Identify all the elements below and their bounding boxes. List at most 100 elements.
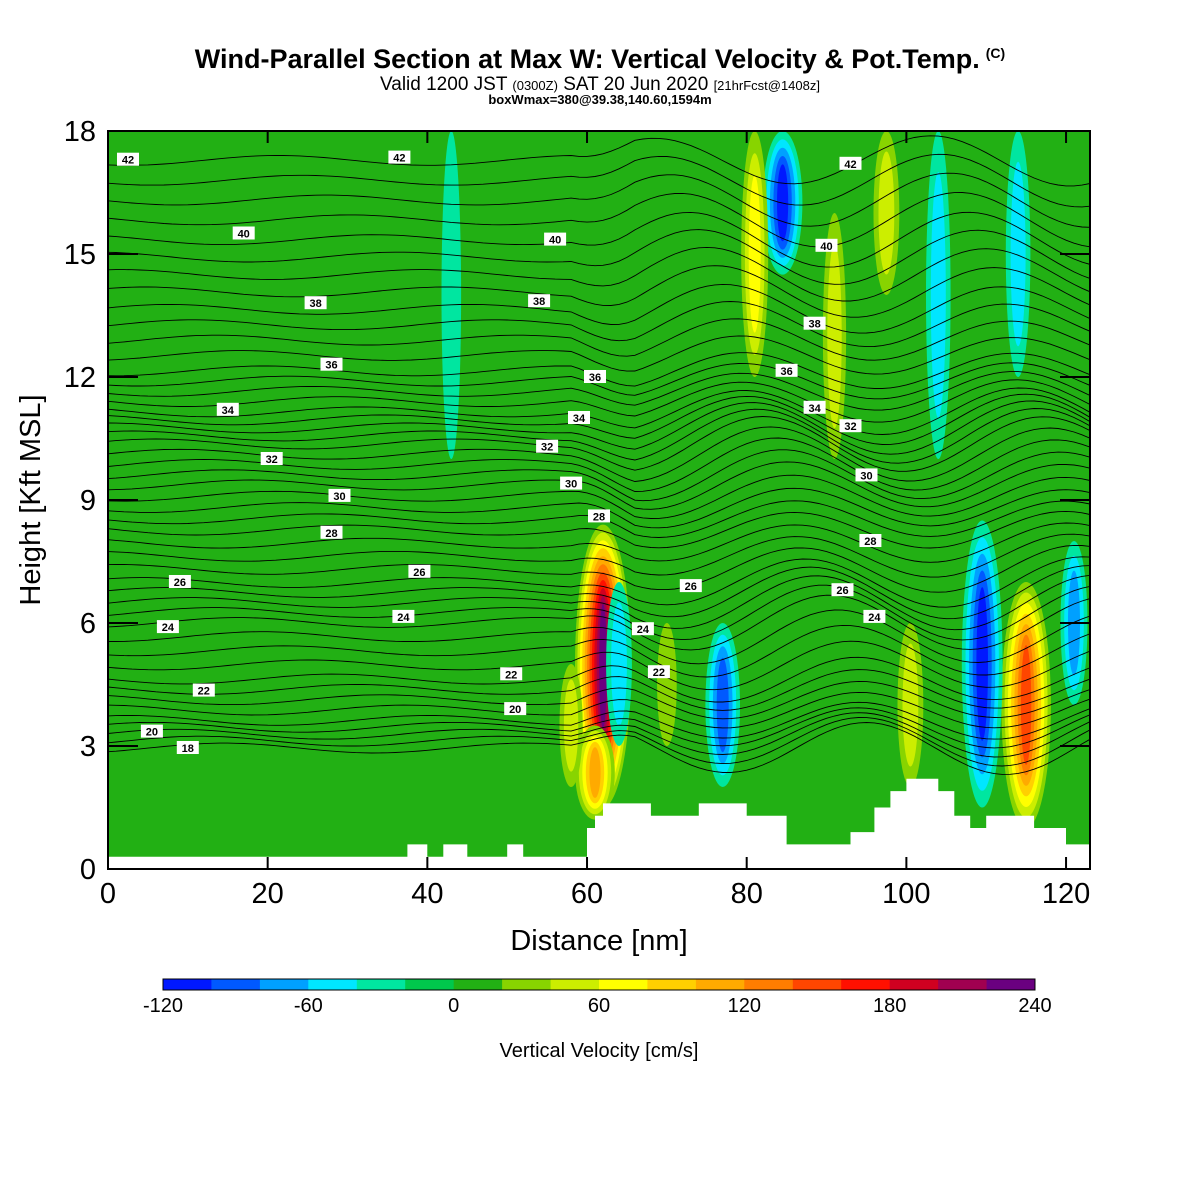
- theta-label: 28: [320, 525, 343, 540]
- theta-label-text: 20: [509, 704, 521, 716]
- theta-label-text: 28: [864, 536, 876, 548]
- theta-contour-line: [108, 722, 1090, 775]
- colorbar-swatch: [986, 979, 1036, 990]
- velocity-cell: [441, 131, 462, 459]
- theta-contour-line: [108, 335, 1090, 375]
- theta-label-text: 36: [589, 372, 601, 384]
- theta-label: 40: [544, 232, 567, 247]
- colorbar-label: Vertical Velocity [cm/s]: [500, 1040, 699, 1062]
- theta-contour-line: [108, 669, 1090, 711]
- theta-label: 24: [863, 609, 886, 624]
- theta-label: 26: [408, 564, 431, 579]
- theta-label: 38: [803, 316, 826, 331]
- colorbar-swatch: [599, 979, 648, 990]
- terrain-mask: [108, 778, 1090, 869]
- theta-label: 42: [839, 156, 862, 171]
- theta-label-text: 42: [122, 155, 134, 167]
- theta-contour-line: [108, 640, 1090, 691]
- velocity-cell: [1001, 582, 1051, 828]
- valid-utc: (0300Z): [512, 78, 558, 93]
- colorbar-tick-label: -120: [143, 995, 183, 1017]
- plot-area: 42 42 42 40 40 40 38 38 38 36 36 36 34 34 34 32 32 32 30 30…: [108, 131, 1090, 869]
- theta-label-text: 36: [325, 360, 337, 372]
- theta-contour-line: [108, 449, 1090, 502]
- velocity-cell: [606, 582, 632, 746]
- y-tick-label: 0: [80, 854, 96, 886]
- theta-label: 32: [536, 439, 559, 454]
- y-tick-label: 6: [80, 608, 96, 640]
- theta-label: 36: [584, 370, 606, 384]
- theta-contour-line: [108, 656, 1090, 703]
- theta-label-text: 34: [573, 413, 586, 425]
- theta-label: 34: [803, 400, 826, 415]
- valid-date: SAT 20 Jun 2020: [563, 74, 709, 95]
- theta-label: 40: [815, 238, 838, 253]
- theta-contour-line: [108, 556, 1090, 608]
- colorbar-tick-label: -60: [294, 995, 323, 1017]
- theta-contour-line: [108, 192, 1090, 248]
- theta-contour-line: [108, 510, 1090, 549]
- theta-contour-line: [108, 533, 1090, 578]
- theta-contour-line: [108, 609, 1090, 665]
- theta-label: 24: [392, 609, 415, 624]
- theta-label-text: 26: [685, 581, 697, 593]
- theta-label-text: 32: [541, 442, 553, 454]
- theta-contours: [108, 135, 1090, 775]
- theta-contour-line: [108, 701, 1090, 740]
- x-tick-label: 0: [100, 878, 116, 910]
- theta-contour-line: [108, 565, 1090, 620]
- theta-contour-line: [108, 172, 1090, 228]
- theta-contour-line: [108, 362, 1090, 400]
- theta-contour-line: [108, 229, 1090, 285]
- theta-label: 28: [859, 534, 882, 548]
- theta-label: 24: [631, 622, 654, 636]
- y-tick-label: 3: [80, 731, 96, 763]
- colorbar-tick-label: 180: [873, 995, 906, 1017]
- velocity-cell: [741, 131, 769, 377]
- colorbar-tick-label: 120: [728, 995, 761, 1017]
- colorbar-swatch: [647, 979, 697, 990]
- x-tick-label: 20: [252, 878, 284, 910]
- theta-label: 34: [216, 402, 239, 417]
- chart-subtitle: Valid 1200 JST (0300Z) SAT 20 Jun 2020 […: [0, 74, 1200, 96]
- theta-label: 24: [156, 620, 179, 634]
- theta-label-text: 38: [533, 296, 545, 308]
- theta-label-text: 28: [593, 511, 605, 523]
- theta-label: 28: [588, 509, 610, 523]
- theta-label-text: 24: [397, 612, 410, 624]
- x-tick-label: 80: [731, 878, 763, 910]
- colorbar-tick-label: 0: [448, 995, 459, 1017]
- theta-contour-line: [108, 691, 1090, 729]
- y-tick-label: 18: [64, 116, 96, 148]
- theta-label-text: 26: [836, 585, 848, 597]
- theta-label: 30: [855, 468, 878, 482]
- colorbar-swatch: [163, 979, 212, 990]
- colorbar-tick-label: 60: [588, 995, 610, 1017]
- box-info: boxWmax=380@39.38,140.60,1594m: [488, 92, 712, 107]
- x-tick-label: 120: [1042, 878, 1090, 910]
- theta-label-text: 32: [844, 421, 856, 433]
- theta-label: 26: [831, 583, 854, 597]
- colorbar-swatch: [744, 979, 794, 990]
- velocity-cell: [897, 623, 924, 787]
- copyright-mark: (C): [985, 45, 1006, 61]
- theta-label-text: 26: [174, 577, 186, 589]
- theta-label-text: 30: [860, 470, 872, 482]
- theta-contour-line: [108, 544, 1090, 593]
- x-tick-label: 100: [882, 878, 930, 910]
- colorbar-swatch: [259, 979, 309, 990]
- theta-contour-line: [108, 624, 1090, 678]
- theta-label-text: 32: [266, 454, 278, 466]
- x-axis-label: Distance [nm]: [510, 925, 687, 957]
- theta-label-text: 24: [162, 622, 175, 634]
- theta-label: 22: [192, 683, 215, 698]
- theta-contour-line: [108, 246, 1090, 302]
- valid-prefix: Valid 1200 JST: [380, 74, 508, 95]
- y-tick-label: 15: [64, 239, 96, 271]
- theta-contour-line: [108, 487, 1090, 529]
- theta-contour-line: [108, 416, 1090, 472]
- colorbar-swatch: [550, 979, 600, 990]
- theta-label: 20: [140, 724, 163, 739]
- forecast-info: [21hrFcst@1408z]: [713, 78, 820, 93]
- theta-label-text: 30: [333, 491, 345, 503]
